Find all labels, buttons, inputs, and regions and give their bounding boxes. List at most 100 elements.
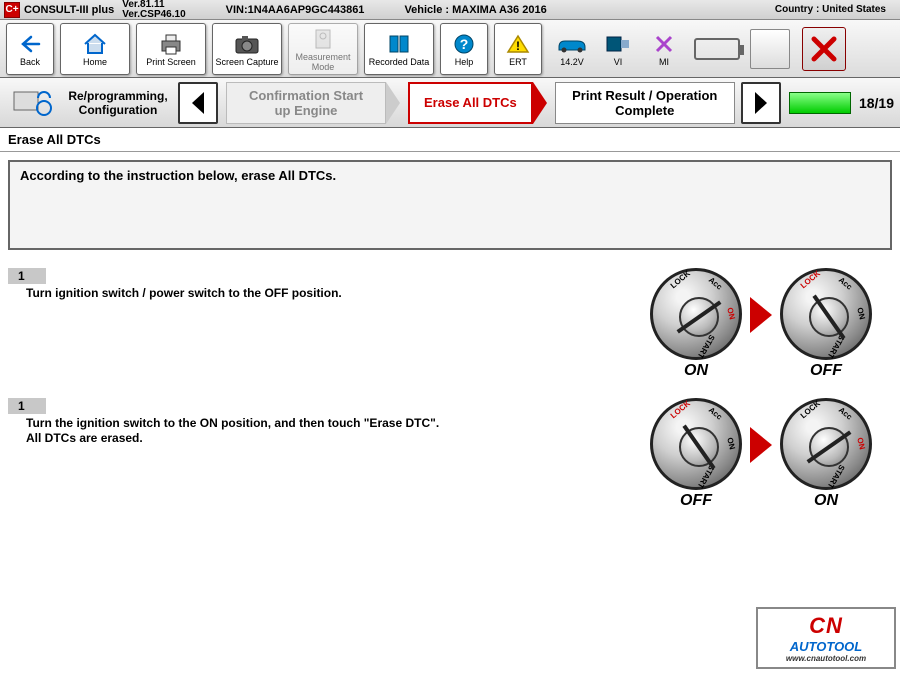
vehicle-block: Vehicle : MAXIMA A36 2016	[404, 4, 546, 16]
voltage-status: 14.2V	[552, 31, 592, 67]
help-label: Help	[455, 57, 474, 67]
back-button[interactable]: Back	[6, 23, 54, 75]
back-icon	[19, 31, 41, 57]
main-content: According to the instruction below, eras…	[0, 152, 900, 673]
instruction-text: According to the instruction below, eras…	[20, 168, 336, 183]
country-block: Country : United States	[775, 5, 896, 15]
progress-bar	[789, 92, 851, 114]
ert-button[interactable]: ! ERT	[494, 23, 542, 75]
knob-start-label: START	[696, 333, 717, 360]
home-icon	[82, 31, 108, 57]
country-label: Country :	[775, 4, 819, 15]
knob-on: LOCK Acc ON START ON	[650, 268, 742, 380]
watermark-autotool: AUTOTOOL	[790, 639, 862, 654]
version-2: Ver.CSP46.10	[122, 10, 185, 20]
next-button[interactable]	[741, 82, 781, 124]
measurement-label: Measurement Mode	[289, 52, 357, 72]
voltage-value: 14.2V	[560, 57, 584, 67]
step-2-diagram: LOCK Acc ON START OFF LOCK Acc ON	[650, 398, 872, 510]
step-2-text: Turn the ignition switch to the ON posit…	[8, 416, 448, 446]
watermark-cn: CN	[809, 613, 843, 638]
vi-status: VI	[598, 31, 638, 67]
help-button[interactable]: ? Help	[440, 23, 488, 75]
measurement-icon	[312, 26, 334, 52]
knob-lock-label-2: LOCK	[799, 269, 822, 290]
crumb-erase-label: Erase All DTCs	[424, 95, 517, 110]
measurement-button[interactable]: Measurement Mode	[288, 23, 358, 75]
knob-on-caption-2: ON	[780, 492, 872, 510]
progress-text: 18/19	[859, 95, 894, 111]
version-block: Ver.81.11 Ver.CSP46.10	[122, 0, 185, 20]
progress-cell: 18/19	[741, 82, 894, 124]
prev-button[interactable]	[178, 82, 218, 124]
knob-off-caption: OFF	[780, 362, 872, 380]
knob-lock-label-3: LOCK	[669, 399, 692, 420]
knob-lock-label: LOCK	[669, 269, 692, 290]
step-2-num: 1	[18, 399, 25, 413]
knob-on-label-4: ON	[855, 437, 867, 451]
mi-label: MI	[659, 57, 669, 67]
section-title: Erase All DTCs	[0, 128, 900, 152]
app-logo-badge: C+	[4, 2, 20, 18]
blank-button[interactable]	[750, 29, 790, 69]
home-button[interactable]: Home	[60, 23, 130, 75]
vi-icon	[605, 31, 631, 57]
step-1-diagram: LOCK Acc ON START ON LOCK Acc ON	[650, 268, 872, 380]
knob-acc-label-3: Acc	[707, 405, 724, 421]
step-1-badge: 1	[8, 268, 46, 284]
recorded-label: Recorded Data	[369, 57, 430, 67]
knob-on-2: LOCK Acc ON START ON	[780, 398, 872, 510]
knob-acc-label: Acc	[707, 275, 724, 291]
svg-text:!: !	[516, 39, 520, 53]
knob-acc-label-4: Acc	[837, 405, 854, 421]
knob-on-label-2: ON	[855, 307, 867, 321]
knob-off-caption-2: OFF	[650, 492, 742, 510]
country-value: United States	[822, 4, 886, 15]
crumb-confirmation[interactable]: Confirmation Start up Engine	[226, 82, 386, 124]
config-label: Re/programming, Configuration	[58, 89, 178, 117]
config-icon	[6, 82, 58, 124]
knob-lock-label-4: LOCK	[799, 399, 822, 420]
close-button[interactable]	[802, 27, 846, 71]
crumb-print-label: Print Result / Operation Complete	[570, 88, 720, 118]
recorded-button[interactable]: Recorded Data	[364, 23, 434, 75]
knob-off-2: LOCK Acc ON START OFF	[650, 398, 742, 510]
home-label: Home	[83, 57, 107, 67]
capture-button[interactable]: Screen Capture	[212, 23, 282, 75]
section-title-text: Erase All DTCs	[8, 132, 101, 147]
mi-status: MI	[644, 31, 684, 67]
camera-icon	[234, 31, 260, 57]
breadcrumb-row: Re/programming, Configuration Confirmati…	[0, 78, 900, 128]
car-icon	[555, 31, 589, 57]
watermark-url: www.cnautotool.com	[768, 654, 884, 663]
vehicle-value: MAXIMA A36 2016	[452, 4, 547, 16]
print-label: Print Screen	[146, 57, 196, 67]
knob-acc-label-2: Acc	[837, 275, 854, 291]
knob-off: LOCK Acc ON START OFF	[780, 268, 872, 380]
vi-label: VI	[614, 57, 623, 67]
watermark: CN AUTOTOOL www.cnautotool.com	[756, 607, 896, 669]
instruction-box: According to the instruction below, eras…	[8, 160, 892, 250]
printer-icon	[158, 31, 184, 57]
crumb-arrow-2	[533, 82, 547, 124]
step-1: 1 Turn ignition switch / power switch to…	[8, 268, 892, 380]
crumb-arrow-1	[386, 82, 400, 124]
vin-block: VIN:1N4AA6AP9GC443861	[226, 4, 365, 16]
recorded-icon	[387, 31, 411, 57]
title-bar: C+ CONSULT-III plus Ver.81.11 Ver.CSP46.…	[0, 0, 900, 20]
vin-label: VIN:	[226, 4, 248, 16]
crumb-print[interactable]: Print Result / Operation Complete	[555, 82, 735, 124]
close-x-icon	[809, 34, 839, 64]
warning-icon: !	[506, 31, 530, 57]
battery-icon	[694, 38, 740, 60]
crumb-erase[interactable]: Erase All DTCs	[408, 82, 533, 124]
vin-value: 1N4AA6AP9GC443861	[248, 4, 365, 16]
ert-label: ERT	[509, 57, 527, 67]
arrow-icon	[750, 297, 772, 333]
svg-text:?: ?	[460, 36, 469, 52]
app-name: CONSULT-III plus	[24, 4, 114, 16]
help-icon: ?	[453, 31, 475, 57]
step-1-text: Turn ignition switch / power switch to t…	[8, 286, 448, 301]
print-button[interactable]: Print Screen	[136, 23, 206, 75]
back-label: Back	[20, 57, 40, 67]
